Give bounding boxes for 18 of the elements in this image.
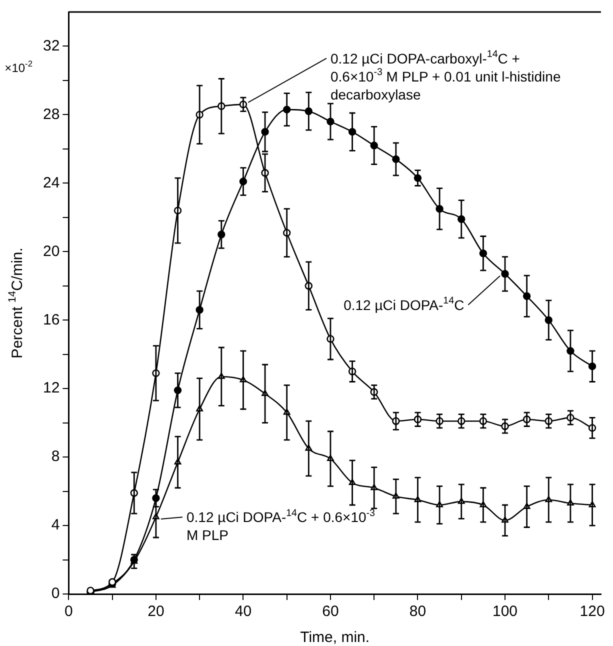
y-tick-label: 32 [42,37,60,54]
y-tick-label: 20 [42,242,60,260]
y-axis-title: Percent 14C/min. [6,248,26,358]
y-tick-label: 0 [51,585,60,602]
x-tick-label: 40 [234,603,252,620]
x-tick-label: 60 [322,603,339,620]
x-tick-label: 120 [580,603,605,620]
x-tick-label: 20 [148,603,164,620]
x-tick-label: 0 [64,603,73,620]
x-tick-label: 80 [409,603,426,620]
x-tick-label: 100 [492,603,518,620]
y-tick-label: 8 [51,448,60,466]
y-tick-label: 4 [51,516,60,534]
y-tick-label: 28 [42,106,60,123]
y-tick-label: 16 [42,311,60,328]
y-tick-label: 24 [42,174,60,192]
x-axis-title: Time, min. [300,629,370,646]
y-tick-label: 12 [42,380,60,397]
